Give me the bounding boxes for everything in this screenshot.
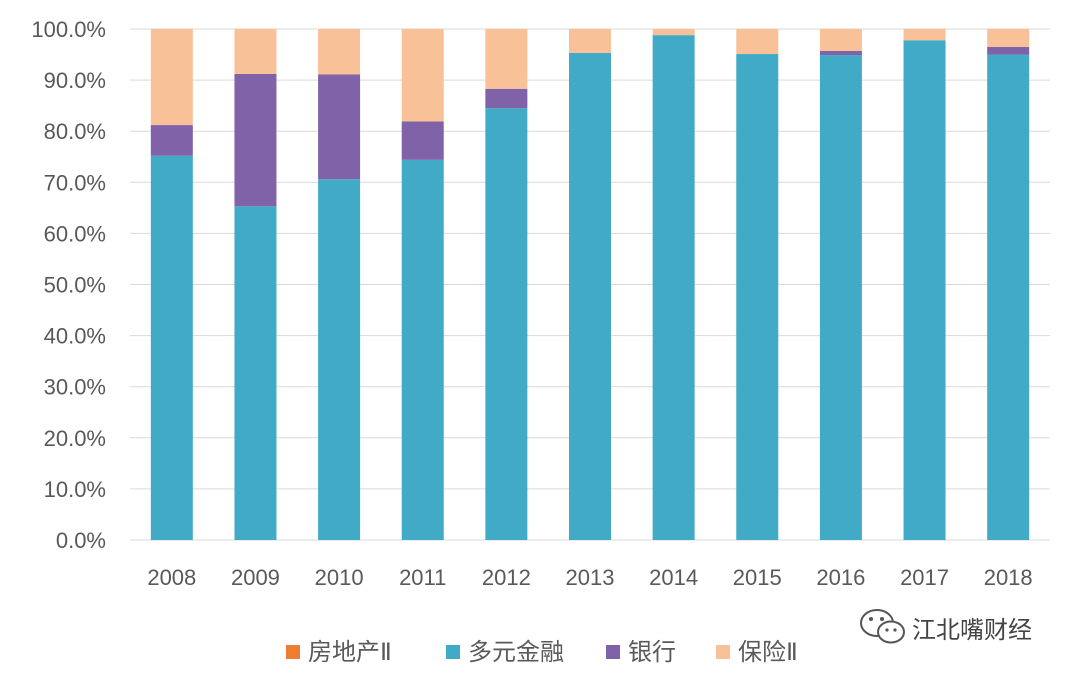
bar-segment-2009-s1 — [234, 206, 277, 540]
legend-item-diversified-finance: 多元金融 — [446, 632, 564, 672]
x-tick-label-2012: 2012 — [482, 565, 531, 590]
x-tick-label-2014: 2014 — [649, 565, 698, 590]
bar-segment-2018-s3 — [987, 29, 1030, 47]
legend-swatch-diversified-finance — [446, 645, 460, 659]
bar-segment-2011-s1 — [401, 159, 444, 541]
bar-segment-2012-s1 — [485, 108, 528, 540]
bar-segment-2008-s2 — [150, 125, 193, 156]
bar-segment-2012-s2 — [485, 88, 528, 109]
bar-segment-2009-s3 — [234, 29, 277, 74]
x-tick-label-2018: 2018 — [984, 565, 1033, 590]
bar-segment-2017-s1 — [903, 40, 946, 540]
bar-segment-2011-s2 — [401, 121, 444, 160]
x-tick-label-2010: 2010 — [315, 565, 364, 590]
legend-label-insurance: 保险Ⅱ — [738, 638, 798, 666]
x-tick-label-2017: 2017 — [900, 565, 949, 590]
y-tick-label: 10.0% — [44, 477, 106, 502]
bar-segment-2013-s3 — [569, 29, 611, 54]
legend-item-bank: 银行 — [606, 632, 676, 672]
bar-segment-2016-s2 — [819, 50, 862, 56]
watermark: 江北嘴财经 — [858, 608, 1032, 646]
legend-label-bank: 银行 — [628, 638, 676, 666]
bar-segment-2010-s1 — [318, 179, 361, 540]
legend-swatch-bank — [606, 645, 620, 659]
bar-segment-2009-s2 — [234, 73, 277, 207]
x-tick-label-2008: 2008 — [147, 565, 196, 590]
y-tick-label: 0.0% — [56, 528, 106, 553]
bar-segment-2015-s1 — [736, 54, 779, 540]
bar-segment-2010-s3 — [318, 29, 361, 75]
bar-segment-2018-s2 — [987, 46, 1030, 55]
bar-segment-2018-s1 — [987, 54, 1030, 541]
legend-label-diversified-finance: 多元金融 — [468, 638, 564, 666]
y-axis-ticks: 0.0% 10.0% 20.0% 30.0% 40.0% 50.0% 60.0% 70.0% 8… — [31, 17, 106, 553]
bar-segment-2013-s1 — [569, 53, 611, 540]
legend-swatch-insurance — [716, 645, 730, 659]
y-tick-label: 50.0% — [44, 273, 106, 298]
x-tick-label-2011: 2011 — [399, 565, 446, 590]
bar-segment-2008-s1 — [150, 155, 193, 540]
bar-segment-2008-s3 — [150, 29, 193, 126]
bar-segment-2014-s1 — [652, 35, 695, 541]
y-tick-label: 80.0% — [44, 119, 106, 144]
y-tick-label: 90.0% — [44, 68, 106, 93]
x-tick-label-2015: 2015 — [733, 565, 782, 590]
bar-segment-2014-s3 — [652, 29, 695, 36]
legend-label-real-estate: 房地产Ⅱ — [308, 638, 392, 666]
x-tick-label-2009: 2009 — [231, 565, 280, 590]
legend: 房地产Ⅱ 多元金融 银行 保险Ⅱ — [0, 632, 1080, 672]
bar-segment-2012-s3 — [485, 29, 528, 89]
bar-segment-2016-s1 — [819, 55, 862, 540]
bars — [150, 29, 1030, 541]
y-tick-label: 70.0% — [44, 170, 106, 195]
x-tick-label-2013: 2013 — [566, 565, 615, 590]
wechat-icon — [860, 609, 905, 644]
bar-segment-2010-s2 — [318, 74, 361, 180]
bar-segment-2017-s3 — [903, 29, 946, 41]
y-tick-label: 40.0% — [44, 324, 106, 349]
bar-segment-2011-s3 — [401, 29, 444, 122]
legend-swatch-real-estate — [286, 645, 300, 659]
bar-segment-2015-s3 — [736, 29, 779, 55]
y-tick-label: 20.0% — [44, 426, 106, 451]
x-axis-ticks: 2008 2009 2010 2011 2012 2013 2014 2015 2016 2017… — [147, 565, 1032, 590]
stacked-bar-chart: 0.0% 10.0% 20.0% 30.0% 40.0% 50.0% 60.0% 70.0% 8… — [31, 17, 1050, 590]
legend-item-insurance: 保险Ⅱ — [716, 632, 798, 672]
y-tick-label: 60.0% — [44, 221, 106, 246]
watermark-text: 江北嘴财经 — [912, 615, 1032, 644]
legend-item-real-estate: 房地产Ⅱ — [286, 632, 392, 672]
y-tick-label: 30.0% — [44, 375, 106, 400]
x-tick-label-2016: 2016 — [816, 565, 865, 590]
bar-segment-2016-s3 — [819, 29, 862, 51]
y-tick-label: 100.0% — [31, 17, 106, 42]
